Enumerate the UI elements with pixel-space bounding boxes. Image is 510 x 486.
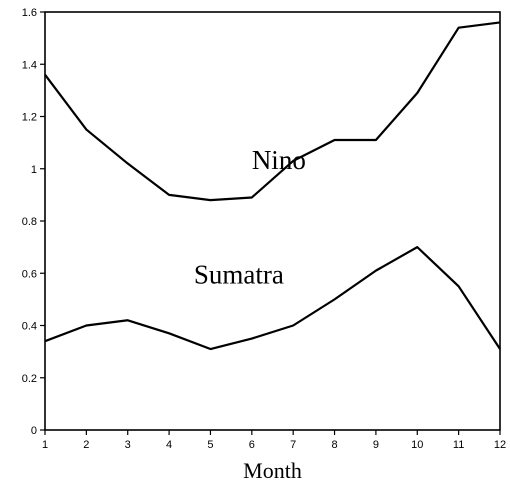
y-tick-label: 0.6 [22,268,37,280]
plot-frame [44,11,501,431]
x-tick-label: 12 [494,439,506,451]
x-tick-label: 4 [166,439,172,451]
x-tick-label: 8 [331,439,337,451]
y-tick-label: 0.8 [22,216,37,228]
x-tick-label: 9 [373,439,379,451]
x-tick-label: 2 [83,439,89,451]
y-tick-label: 1 [31,164,37,176]
x-tick-label: 7 [290,439,296,451]
x-axis-title: Month [243,458,302,483]
x-tick-label: 6 [249,439,255,451]
y-tick-label: 1.2 [22,112,37,124]
series-label-sumatra: Sumatra [194,260,284,290]
x-tick-label: 3 [125,439,131,451]
y-axis-ticks: 0 0.2 0.4 0.6 0.8 1 1.2 1.4 1.6 [22,7,45,437]
y-tick-label: 1.4 [22,59,37,71]
series-lines: Nino Sumatra [44,21,501,351]
x-tick-label: 10 [411,439,423,451]
y-tick-label: 0 [31,425,37,437]
x-tick-label: 11 [453,439,464,451]
series-line-nino [44,21,501,202]
x-tick-label: 1 [42,439,48,451]
y-tick-label: 0.2 [22,373,37,385]
y-tick-label: 1.6 [22,7,37,19]
series-line-sumatra [44,246,501,351]
series-label-nino: Nino [252,145,306,175]
x-axis-ticks: 1 2 3 4 5 6 7 8 9 10 11 12 [42,430,506,451]
x-tick-label: 5 [207,439,213,451]
y-tick-label: 0.4 [22,321,37,333]
plot-border [44,11,501,431]
